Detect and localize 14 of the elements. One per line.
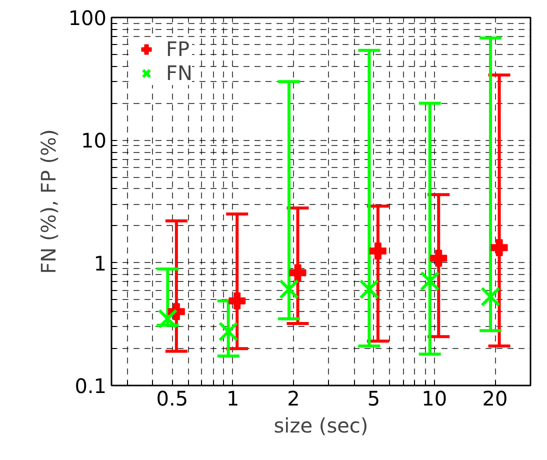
- x-axis-title: size (sec): [274, 414, 368, 438]
- y-axis-title: FN (%), FP (%): [36, 129, 60, 274]
- y-tick-label: 100: [68, 6, 107, 30]
- x-tick-label: 0.5: [156, 386, 188, 410]
- y-tick-label: 0.1: [74, 374, 107, 398]
- y-tick-label: 1: [94, 251, 107, 276]
- legend-label: FP: [166, 37, 190, 61]
- x-tick-label: 2: [287, 386, 300, 410]
- legend-label: FN: [166, 61, 192, 85]
- x-tick-label: 5: [367, 386, 380, 410]
- y-tick-label: 10: [81, 128, 107, 153]
- x-tick-label: 20: [482, 386, 508, 410]
- x-tick-label: 1: [226, 386, 240, 410]
- x-tick-label: 10: [422, 386, 448, 410]
